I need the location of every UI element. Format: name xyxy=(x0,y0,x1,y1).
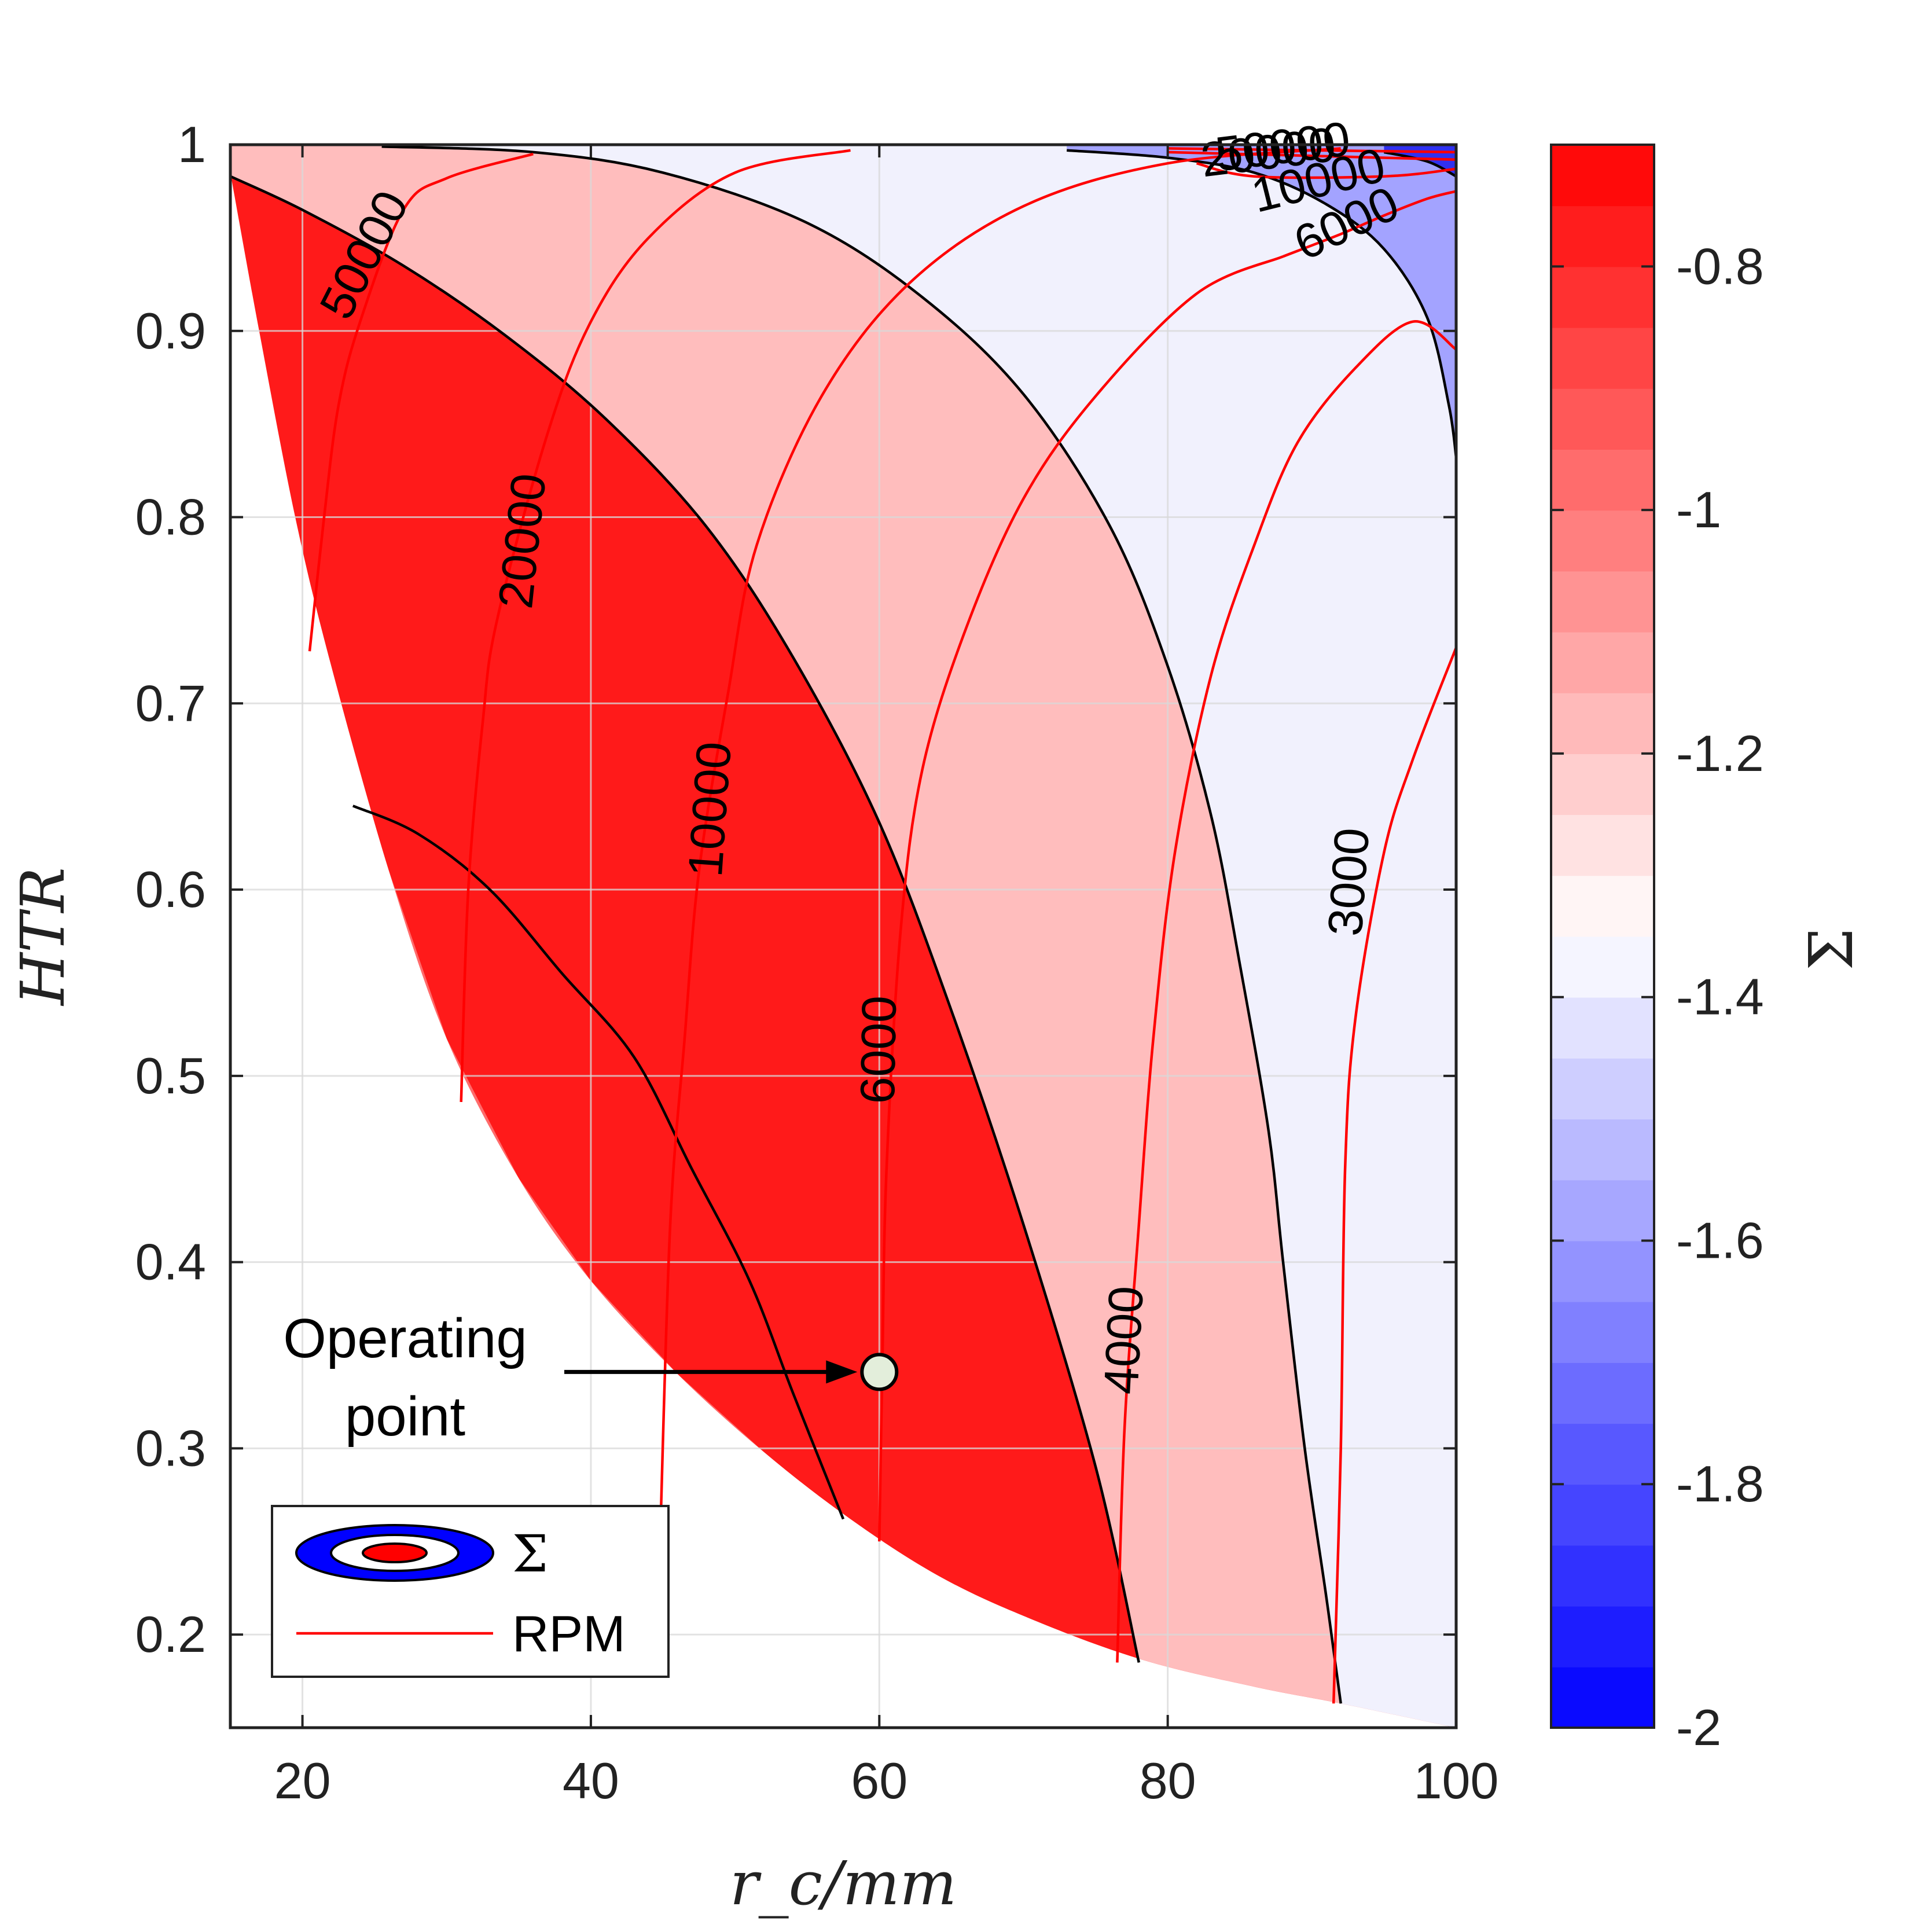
rpm-contour-line-6000 xyxy=(1283,190,1456,258)
legend-sigma-swatch xyxy=(295,1524,494,1582)
rpm-contour-line-6000 xyxy=(878,255,1284,1542)
colorbar-step xyxy=(1551,449,1654,511)
x-axis-label: r_c/mm xyxy=(730,1848,957,1919)
colorbar-step xyxy=(1551,1240,1654,1302)
rpm-contour-line-20000 xyxy=(460,149,851,1102)
colorbar-step xyxy=(1551,571,1654,633)
y-tick-label: 1 xyxy=(178,116,206,173)
rpm-contour-line-50000 xyxy=(1167,147,1456,154)
colorbar-step xyxy=(1551,1119,1654,1181)
colorbar-step xyxy=(1551,692,1654,754)
colorbar-step xyxy=(1551,814,1654,876)
legend-sigma-label: Σ xyxy=(512,1524,548,1584)
y-tick-label: 0.7 xyxy=(135,674,206,732)
x-axis-ticks: 20 40 60 80 100 xyxy=(274,145,1499,1809)
y-axis-label: HTR xyxy=(8,867,78,1006)
colorbar-step xyxy=(1551,1180,1654,1242)
y-tick-label: 0.5 xyxy=(135,1047,206,1104)
y-tick-label: 0.3 xyxy=(135,1419,206,1476)
operating-point-annotation: Operating point xyxy=(283,1307,899,1448)
y-tick-label: 0.8 xyxy=(135,488,206,546)
sigma-boundary-4 xyxy=(1067,149,1456,458)
colorbar-step xyxy=(1551,1423,1654,1485)
colorbar-tick-label: -1.4 xyxy=(1676,968,1764,1026)
colorbar-step xyxy=(1551,510,1654,572)
colorbar-tick-label: -1.8 xyxy=(1676,1455,1764,1512)
x-tick-label: 40 xyxy=(563,1752,619,1809)
rpm-contour-line-20000 xyxy=(1167,150,1456,161)
rpm-contour-line-10000 xyxy=(1196,162,1456,179)
axes-frame xyxy=(229,143,1458,1729)
colorbar-step xyxy=(1551,1666,1654,1728)
rpm-contour-line-10000 xyxy=(659,147,1341,1542)
colorbar-tick-label: -1 xyxy=(1676,481,1721,538)
colorbar-label: Σ xyxy=(1796,928,1866,971)
colorbar-step xyxy=(1551,1484,1654,1546)
sigma-region-level-1-inner xyxy=(352,806,843,1519)
colorbar-step xyxy=(1551,1606,1654,1667)
y-tick-label: 0.2 xyxy=(135,1606,206,1663)
sigma-region-level-4 xyxy=(381,145,1456,1728)
rpm-contour-label-3000: 3000 xyxy=(1317,826,1379,938)
colorbar-step xyxy=(1551,266,1654,328)
rpm-contour-label-6000: 6000 xyxy=(850,995,906,1104)
x-tick-label: 20 xyxy=(274,1752,331,1809)
rpm-contour-line-4000 xyxy=(1116,320,1456,1663)
colorbar-gradient xyxy=(1550,144,1655,1729)
y-axis-ticks: 0.2 0.3 0.4 0.5 0.6 0.7 0.8 0.9 1 xyxy=(135,116,1456,1663)
y-tick-label: 0.6 xyxy=(135,861,206,918)
colorbar-step xyxy=(1551,997,1654,1059)
x-tick-label: 100 xyxy=(1414,1752,1499,1809)
colorbar-step xyxy=(1551,1057,1654,1120)
colorbar-step xyxy=(1551,1545,1654,1607)
colorbar-tick-label: -1.2 xyxy=(1676,725,1764,782)
operating-point-label-line-1: Operating xyxy=(283,1307,527,1369)
colorbar-step xyxy=(1551,145,1654,207)
rpm-contour-label-4000: 4000 xyxy=(1093,1285,1153,1396)
rpm-contour-line-50000 xyxy=(308,152,534,652)
y-tick-label: 0.4 xyxy=(135,1233,206,1291)
x-tick-label: 80 xyxy=(1140,1752,1196,1809)
colorbar-step xyxy=(1551,388,1654,450)
legend: Σ RPM xyxy=(271,1505,670,1678)
colorbar-step xyxy=(1551,875,1654,937)
colorbar-tick-label: -1.6 xyxy=(1676,1211,1764,1269)
sigma-boundary-5 xyxy=(1383,150,1456,178)
colorbar-step xyxy=(1551,1362,1654,1424)
colorbar-step xyxy=(1551,753,1654,816)
colorbar-stripes xyxy=(1551,145,1654,1728)
operating-point-marker xyxy=(860,1353,899,1391)
colorbar-step xyxy=(1551,1301,1654,1363)
axes xyxy=(229,143,1458,1729)
colorbar-step xyxy=(1551,936,1654,998)
colorbar-tick-label: -0.8 xyxy=(1676,237,1764,295)
legend-swatch-inner xyxy=(362,1542,428,1563)
colorbar: -0.8 -1 -1.2 -1.4 -1.6 -1.8 -2 Σ xyxy=(1550,144,1866,1756)
rpm-contour-label-10000: 10000 xyxy=(678,740,741,879)
rpm-contour-lines xyxy=(308,147,1456,1704)
colorbar-tick-label: -2 xyxy=(1676,1699,1721,1756)
operating-point-arrowhead xyxy=(826,1360,858,1384)
colorbar-step xyxy=(1551,631,1654,693)
colorbar-step xyxy=(1551,205,1654,267)
x-tick-label: 60 xyxy=(851,1752,907,1809)
sigma-boundary-2 xyxy=(230,175,1140,1663)
colorbar-ticks: -0.8 -1 -1.2 -1.4 -1.6 -1.8 -2 xyxy=(1551,237,1764,1756)
operating-point-label-line-2: point xyxy=(345,1386,465,1448)
legend-rpm-label: RPM xyxy=(512,1605,626,1662)
rpm-contour-line-3000 xyxy=(1332,647,1456,1704)
y-tick-label: 0.9 xyxy=(135,302,206,359)
colorbar-step xyxy=(1551,327,1654,389)
